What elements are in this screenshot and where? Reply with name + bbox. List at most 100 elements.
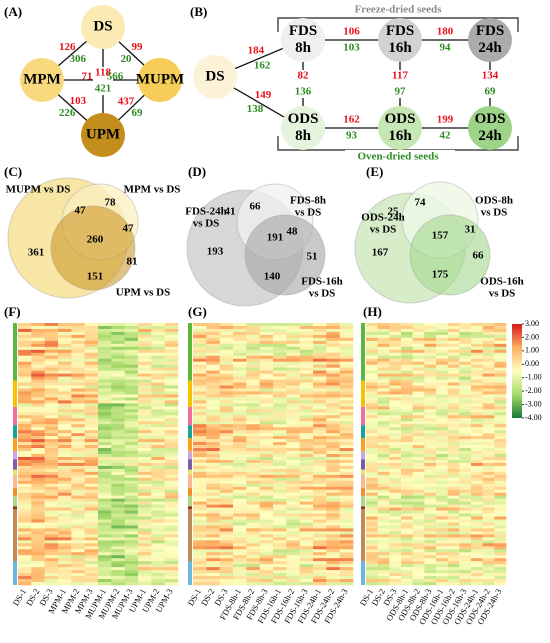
heat-cell	[471, 430, 483, 434]
heat-cell	[424, 415, 437, 419]
heat-cell	[193, 388, 207, 392]
heat-cell	[424, 409, 437, 413]
heat-cell	[18, 424, 32, 428]
heat-cell	[447, 409, 460, 413]
heat-cell	[494, 394, 507, 398]
heat-cell	[164, 340, 179, 345]
heat-cell	[18, 325, 32, 330]
heat-cell	[219, 328, 234, 333]
heat-cell	[424, 552, 437, 556]
heat-cell	[412, 430, 425, 434]
heat-cell	[71, 373, 85, 377]
heat-cell	[482, 462, 495, 467]
heat-cell	[447, 361, 460, 365]
heat-cell	[286, 555, 300, 559]
heat-cell	[401, 358, 413, 363]
heat-cell	[138, 522, 152, 526]
heat-cell	[219, 534, 234, 538]
heat-cell	[482, 382, 495, 386]
heat-cell	[389, 552, 402, 556]
heat-cell	[164, 349, 179, 354]
heat-cell	[366, 522, 378, 526]
heat-cell	[164, 576, 179, 580]
heat-cell	[98, 361, 112, 365]
heat-cell	[98, 534, 112, 538]
heat-cell	[273, 459, 287, 464]
heat-cell	[151, 522, 165, 526]
heat-cell	[377, 534, 390, 538]
heat-cell	[124, 573, 139, 577]
heat-cell	[366, 474, 378, 479]
heat-cell	[471, 451, 483, 455]
node-label: MPM	[23, 71, 60, 87]
heat-cell	[494, 474, 507, 479]
row-group	[13, 506, 17, 510]
heat-cell	[339, 343, 354, 348]
heat-cell	[313, 513, 327, 517]
heat-cell	[273, 519, 287, 523]
heat-cell	[84, 579, 99, 583]
heat-cell	[246, 352, 260, 357]
heat-cell	[98, 412, 112, 416]
heat-cell	[412, 328, 425, 333]
heat-cell	[138, 564, 152, 568]
heat-cell	[44, 573, 59, 577]
heat-cell	[412, 522, 425, 526]
heat-cell	[389, 388, 402, 392]
heat-cell	[233, 391, 247, 395]
heat-cell	[111, 510, 125, 514]
heat-cell	[193, 489, 207, 494]
heat-cell	[447, 489, 460, 494]
bg	[335, 2, 465, 16]
heat-cell	[206, 465, 220, 470]
heat-cell	[482, 355, 495, 360]
heat-cell	[377, 406, 390, 410]
heat-cell	[424, 424, 437, 428]
heat-cell	[111, 546, 125, 550]
heat-cell	[31, 451, 45, 455]
heat-cell	[219, 451, 234, 455]
heat-cell	[494, 570, 507, 574]
heat-cell	[459, 537, 472, 541]
heat-cell	[389, 337, 402, 342]
heat-cell	[18, 397, 32, 401]
node	[378, 18, 422, 62]
heat-cell	[71, 561, 85, 565]
heat-cell	[299, 486, 314, 491]
heat-cell	[389, 379, 402, 383]
heat-cell	[18, 480, 32, 485]
heat-cell	[401, 477, 413, 482]
heat-cell	[259, 388, 274, 392]
heat-cell	[233, 489, 247, 494]
heat-cell	[84, 409, 99, 413]
heat-cell	[299, 382, 314, 386]
heat-cell	[193, 474, 207, 479]
heat-cell	[246, 361, 260, 365]
heat-cell	[447, 501, 460, 505]
heat-cell	[206, 555, 220, 559]
heat-cell	[286, 495, 300, 499]
heat-cell	[273, 370, 287, 374]
heat-cell	[412, 582, 425, 586]
heat-cell	[299, 474, 314, 479]
heat-cell	[233, 379, 247, 383]
heat-cell	[471, 546, 483, 550]
heat-cell	[98, 543, 112, 547]
heat-cell	[246, 451, 260, 455]
heat-cell	[164, 403, 179, 407]
heat-cell	[44, 436, 59, 440]
heat-cell	[18, 352, 32, 357]
heat-cell	[299, 534, 314, 538]
heat-cell	[98, 385, 112, 389]
heat-cell	[366, 504, 378, 508]
heat-cell	[471, 567, 483, 571]
heat-cell	[459, 552, 472, 556]
heat-cell	[424, 346, 437, 351]
heat-cell	[111, 513, 125, 517]
heat-cell	[71, 471, 85, 476]
heat-cell	[494, 382, 507, 386]
heat-cell	[286, 534, 300, 538]
heat-cell	[447, 370, 460, 374]
heat-cell	[494, 334, 507, 339]
heat-cell	[111, 480, 125, 485]
